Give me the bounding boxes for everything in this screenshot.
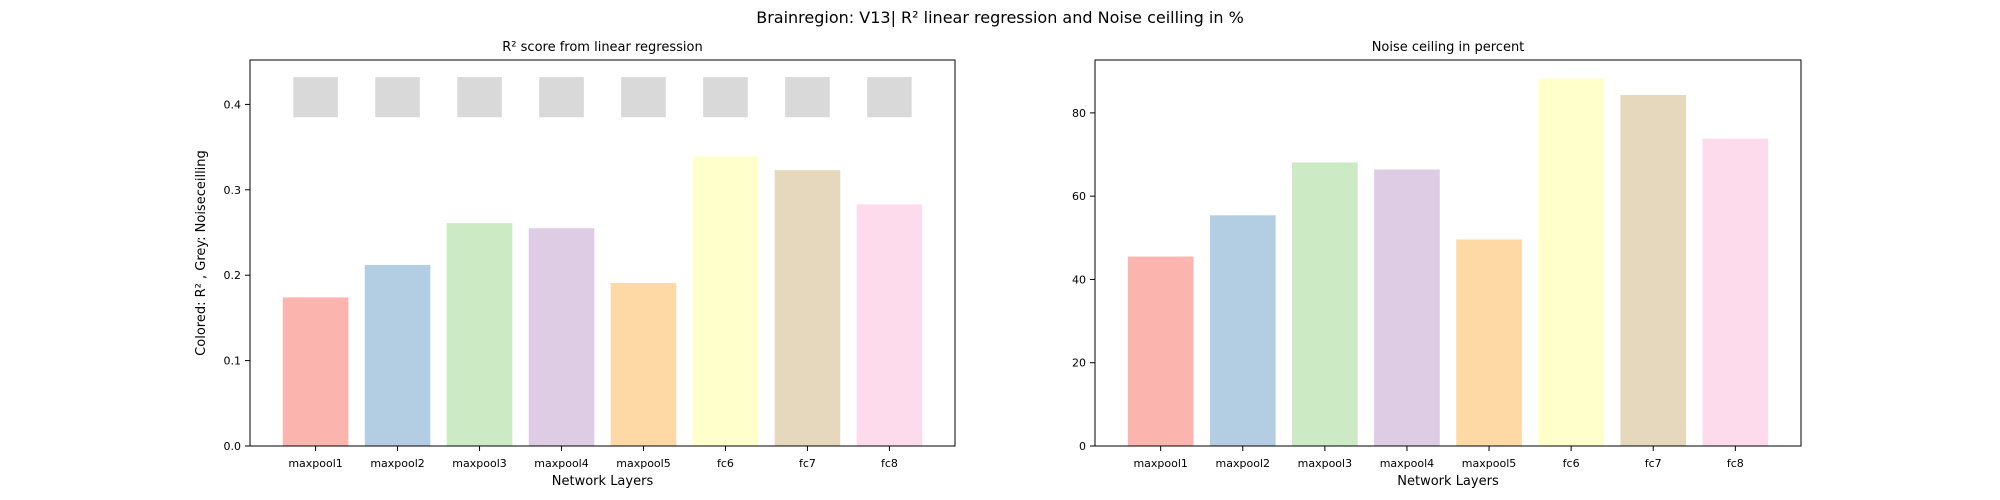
bar [1538, 78, 1604, 446]
noise-ceiling-marker [785, 77, 830, 118]
bar [774, 170, 841, 447]
bar [1456, 239, 1522, 446]
x-axis-label: Network Layers [1397, 474, 1499, 489]
bar [446, 223, 513, 446]
noise-ceiling-marker [867, 77, 912, 118]
y-tick-label: 0 [1079, 440, 1086, 453]
bar [1292, 162, 1358, 446]
x-tick-label: maxpool5 [616, 457, 670, 470]
bar [282, 297, 349, 446]
bar [692, 156, 759, 446]
noise-ceiling-marker [293, 77, 338, 118]
x-axis-label: Network Layers [552, 474, 654, 489]
figure-suptitle: Brainregion: V13| R² linear regression a… [756, 8, 1244, 27]
chart-r2-score: 0.0 0.1 0.2 0.3 0.4 maxpool1 maxpool2 maxpool3 m… [194, 40, 956, 489]
x-tick-label: maxpool3 [1298, 457, 1352, 470]
noise-ceiling-marker [703, 77, 748, 118]
x-tick-label: maxpool4 [1380, 457, 1434, 470]
bar [1127, 256, 1194, 446]
noise-ceiling-marker [457, 77, 502, 118]
y-tick-label: 0.3 [224, 184, 242, 197]
noise-ceiling-marker [539, 77, 584, 118]
chart-title: R² score from linear regression [502, 40, 702, 55]
noise-ceiling-marker [375, 77, 420, 118]
x-tick-label: maxpool2 [370, 457, 424, 470]
x-tick-label: maxpool1 [288, 457, 342, 470]
y-tick-label: 0.0 [224, 440, 242, 453]
x-tick-label: maxpool1 [1133, 457, 1187, 470]
x-tick-label: maxpool2 [1216, 457, 1270, 470]
x-tick-label: maxpool5 [1462, 457, 1516, 470]
bar [1702, 138, 1769, 446]
y-tick-label: 0.2 [224, 269, 242, 282]
chart-noise-ceiling: 0 20 40 60 80 maxpool1 maxpool2 maxpool3 maxpool… [1072, 40, 1802, 489]
noise-ceiling-marker [621, 77, 666, 118]
y-tick-label: 20 [1072, 357, 1086, 370]
y-tick-label: 0.4 [224, 98, 242, 111]
x-tick-label: fc6 [1563, 457, 1580, 470]
bar [1374, 169, 1440, 447]
bar [856, 204, 923, 446]
axes-frame [249, 59, 956, 447]
x-tick-label: fc7 [799, 457, 816, 470]
x-tick-label: fc6 [717, 457, 734, 470]
y-tick-label: 40 [1072, 273, 1086, 286]
chart-title: Noise ceiling in percent [1372, 40, 1525, 55]
x-tick-label: maxpool3 [452, 457, 506, 470]
bar [1620, 94, 1687, 446]
x-tick-label: fc8 [1727, 457, 1744, 470]
bar [610, 282, 677, 446]
bar [364, 264, 431, 446]
y-tick-label: 80 [1072, 107, 1086, 120]
x-tick-label: fc8 [881, 457, 898, 470]
axes-frame [1094, 59, 1802, 447]
x-tick-label: fc7 [1645, 457, 1662, 470]
y-axis-label: Colored: R² , Grey: Noiseceilling [194, 150, 209, 356]
x-tick-label: maxpool4 [534, 457, 588, 470]
bar [528, 228, 595, 446]
bar [1209, 215, 1276, 446]
y-tick-label: 60 [1072, 190, 1086, 203]
y-tick-label: 0.1 [224, 355, 242, 368]
